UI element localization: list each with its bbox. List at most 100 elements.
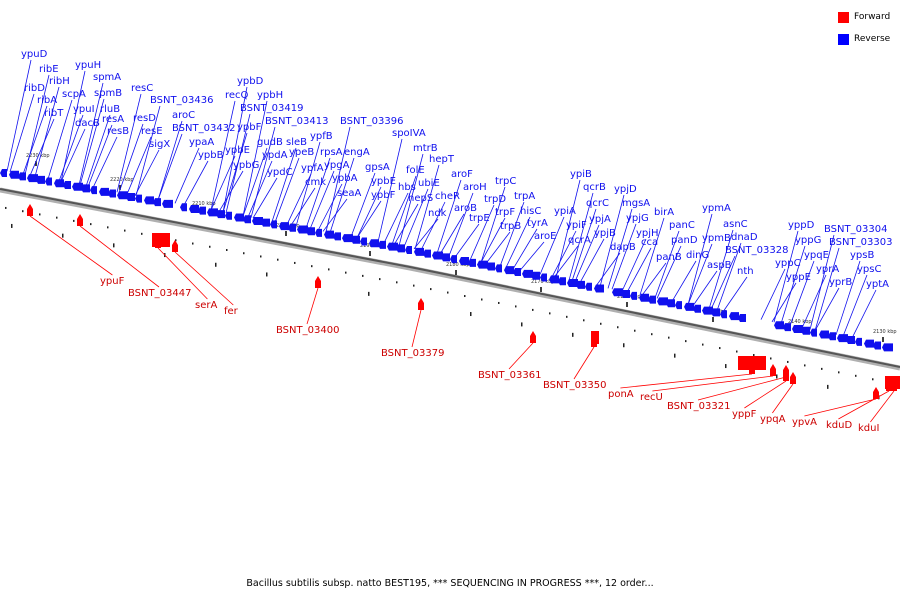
reverse-gene-arrow: [486, 262, 495, 271]
reverse-gene-ypjB: ypjB: [579, 228, 616, 283]
strand-dot: [872, 378, 874, 381]
legend: Forward Reverse: [838, 9, 890, 53]
reverse-gene-yptA: yptA: [851, 279, 889, 339]
reverse-gene-leader: [305, 157, 331, 229]
reverse-gene-arrow: [252, 216, 263, 225]
strand-dot: [827, 384, 829, 389]
reverse-gene-leader: [157, 133, 183, 201]
forward-gene-leader: [804, 398, 877, 417]
forward-gene-label: BSNT_03400: [276, 325, 339, 336]
reverse-gene-label: recQ: [225, 90, 249, 101]
forward-gene-arrow: [530, 331, 536, 343]
reverse-gene-leader: [480, 186, 506, 263]
reverse-gene-leader: [135, 105, 161, 196]
strand-dot: [572, 332, 574, 337]
strand-dot: [215, 262, 217, 267]
reverse-gene-label: trpE: [469, 213, 490, 224]
strand-dots: [5, 206, 891, 400]
reverse-gene-arrow: [837, 334, 848, 343]
reverse-gene-leader: [656, 245, 682, 299]
reverse-gene-leader: [391, 175, 417, 245]
strand-dot: [396, 281, 398, 284]
reverse-gene-arrow: [477, 260, 488, 269]
reverse-gene-arrow: [495, 264, 502, 273]
strand-dot: [260, 255, 262, 258]
reverse-gene-spmA: spmA: [78, 72, 121, 186]
reverse-gene-arrow: [351, 235, 360, 244]
tick-label: 2220 kbp: [110, 177, 134, 183]
reverse-gene-label: qcrC: [586, 198, 609, 209]
reverse-gene-leader: [692, 270, 718, 306]
tick-label: 2230 kbp: [26, 153, 50, 159]
forward-gene-arrow: [27, 204, 33, 216]
reverse-gene-hisC: hisC: [505, 206, 541, 268]
forward-gene-arrow: [418, 298, 424, 310]
reverse-gene-leader: [789, 260, 815, 326]
reverse-gene-BSNT_03413: BSNT_03413: [250, 116, 328, 218]
reverse-gene-label: yppC: [775, 258, 801, 269]
reverse-gene-label: aroE: [534, 231, 556, 242]
reverse-gene-trpA: trpA: [499, 191, 535, 267]
reverse-gene-leader: [6, 59, 32, 172]
reverse-gene-arrow: [342, 234, 353, 243]
reverse-gene-leader: [607, 208, 633, 289]
reverse-gene-arrow: [540, 273, 547, 282]
reverse-gene-arrow: [468, 258, 476, 267]
reverse-gene-leader: [242, 147, 268, 217]
reverse-gene-label: resE: [141, 126, 163, 137]
strand-dot: [736, 350, 738, 353]
reverse-gene-leader: [22, 105, 48, 175]
reverse-gene-leader: [639, 217, 665, 296]
reverse-gene-arrow: [873, 341, 881, 350]
tick-label: 2180 kbp: [446, 262, 470, 268]
reverse-gene-leader: [47, 99, 73, 180]
reverse-gene-leader: [174, 147, 200, 204]
forward-gene-leader: [79, 225, 160, 288]
reverse-gene-arrow: [450, 255, 457, 264]
forward-gene-label: yppF: [732, 409, 757, 420]
reverse-gene-leader: [403, 188, 429, 248]
reverse-gene-arrow: [774, 321, 784, 330]
strand-dot: [368, 291, 370, 296]
reverse-gene-ndk: ndk: [413, 208, 447, 250]
reverse-gene-label: gudB: [257, 137, 283, 148]
reverse-gene-panC: panC: [654, 220, 695, 299]
reverse-gene-label: gpsA: [365, 162, 390, 173]
strand-dot: [838, 371, 840, 374]
reverse-gene-BSNT_03304: BSNT_03304: [809, 224, 887, 330]
strand-dot: [521, 322, 523, 327]
forward-gene-leader: [174, 251, 234, 306]
reverse-gene-leader: [413, 218, 439, 250]
reverse-gene-label: cmk: [305, 177, 326, 188]
reverse-gene-label: cca: [641, 237, 658, 248]
forward-gene-label: BSNT_03447: [128, 288, 191, 299]
reverse-gene-BSNT_03436: BSNT_03436: [135, 95, 213, 196]
reverse-gene-label: ypqE: [804, 250, 829, 261]
strand-dot: [39, 213, 41, 216]
reverse-gene-BSNT_03328: BSNT_03328: [710, 245, 788, 310]
reverse-gene-label: ribT: [44, 108, 64, 119]
strand-dot: [107, 226, 109, 229]
reverse-gene-label: ypiF: [566, 220, 587, 231]
reverse-gene-leader: [274, 157, 300, 223]
reverse-gene-label: engA: [344, 147, 370, 158]
reverse-gene-trpC: trpC: [480, 176, 516, 263]
reverse-gene-leader: [377, 138, 403, 243]
reverse-gene-arrow: [612, 288, 623, 297]
reverse-gene-arrow: [180, 203, 187, 212]
reverse-gene-label: ypjB: [594, 228, 616, 239]
reverse-gene-arrow: [720, 310, 727, 319]
forward-gene-block: [738, 356, 766, 370]
strand-dot: [62, 233, 64, 238]
reverse-gene-leader: [87, 124, 113, 187]
reverse-gene-ypgA: ypgA: [309, 160, 350, 230]
reverse-gene-label: yprB: [829, 277, 852, 288]
forward-gene-label: recU: [640, 392, 663, 403]
reverse-gene-arrow: [423, 249, 431, 258]
reverse-gene-label: ypiB: [570, 169, 592, 180]
reverse-gene-label: ypdA: [262, 150, 288, 161]
reverse-gene-label: ypjG: [626, 213, 649, 224]
reverse-gene-leader: [356, 200, 382, 239]
